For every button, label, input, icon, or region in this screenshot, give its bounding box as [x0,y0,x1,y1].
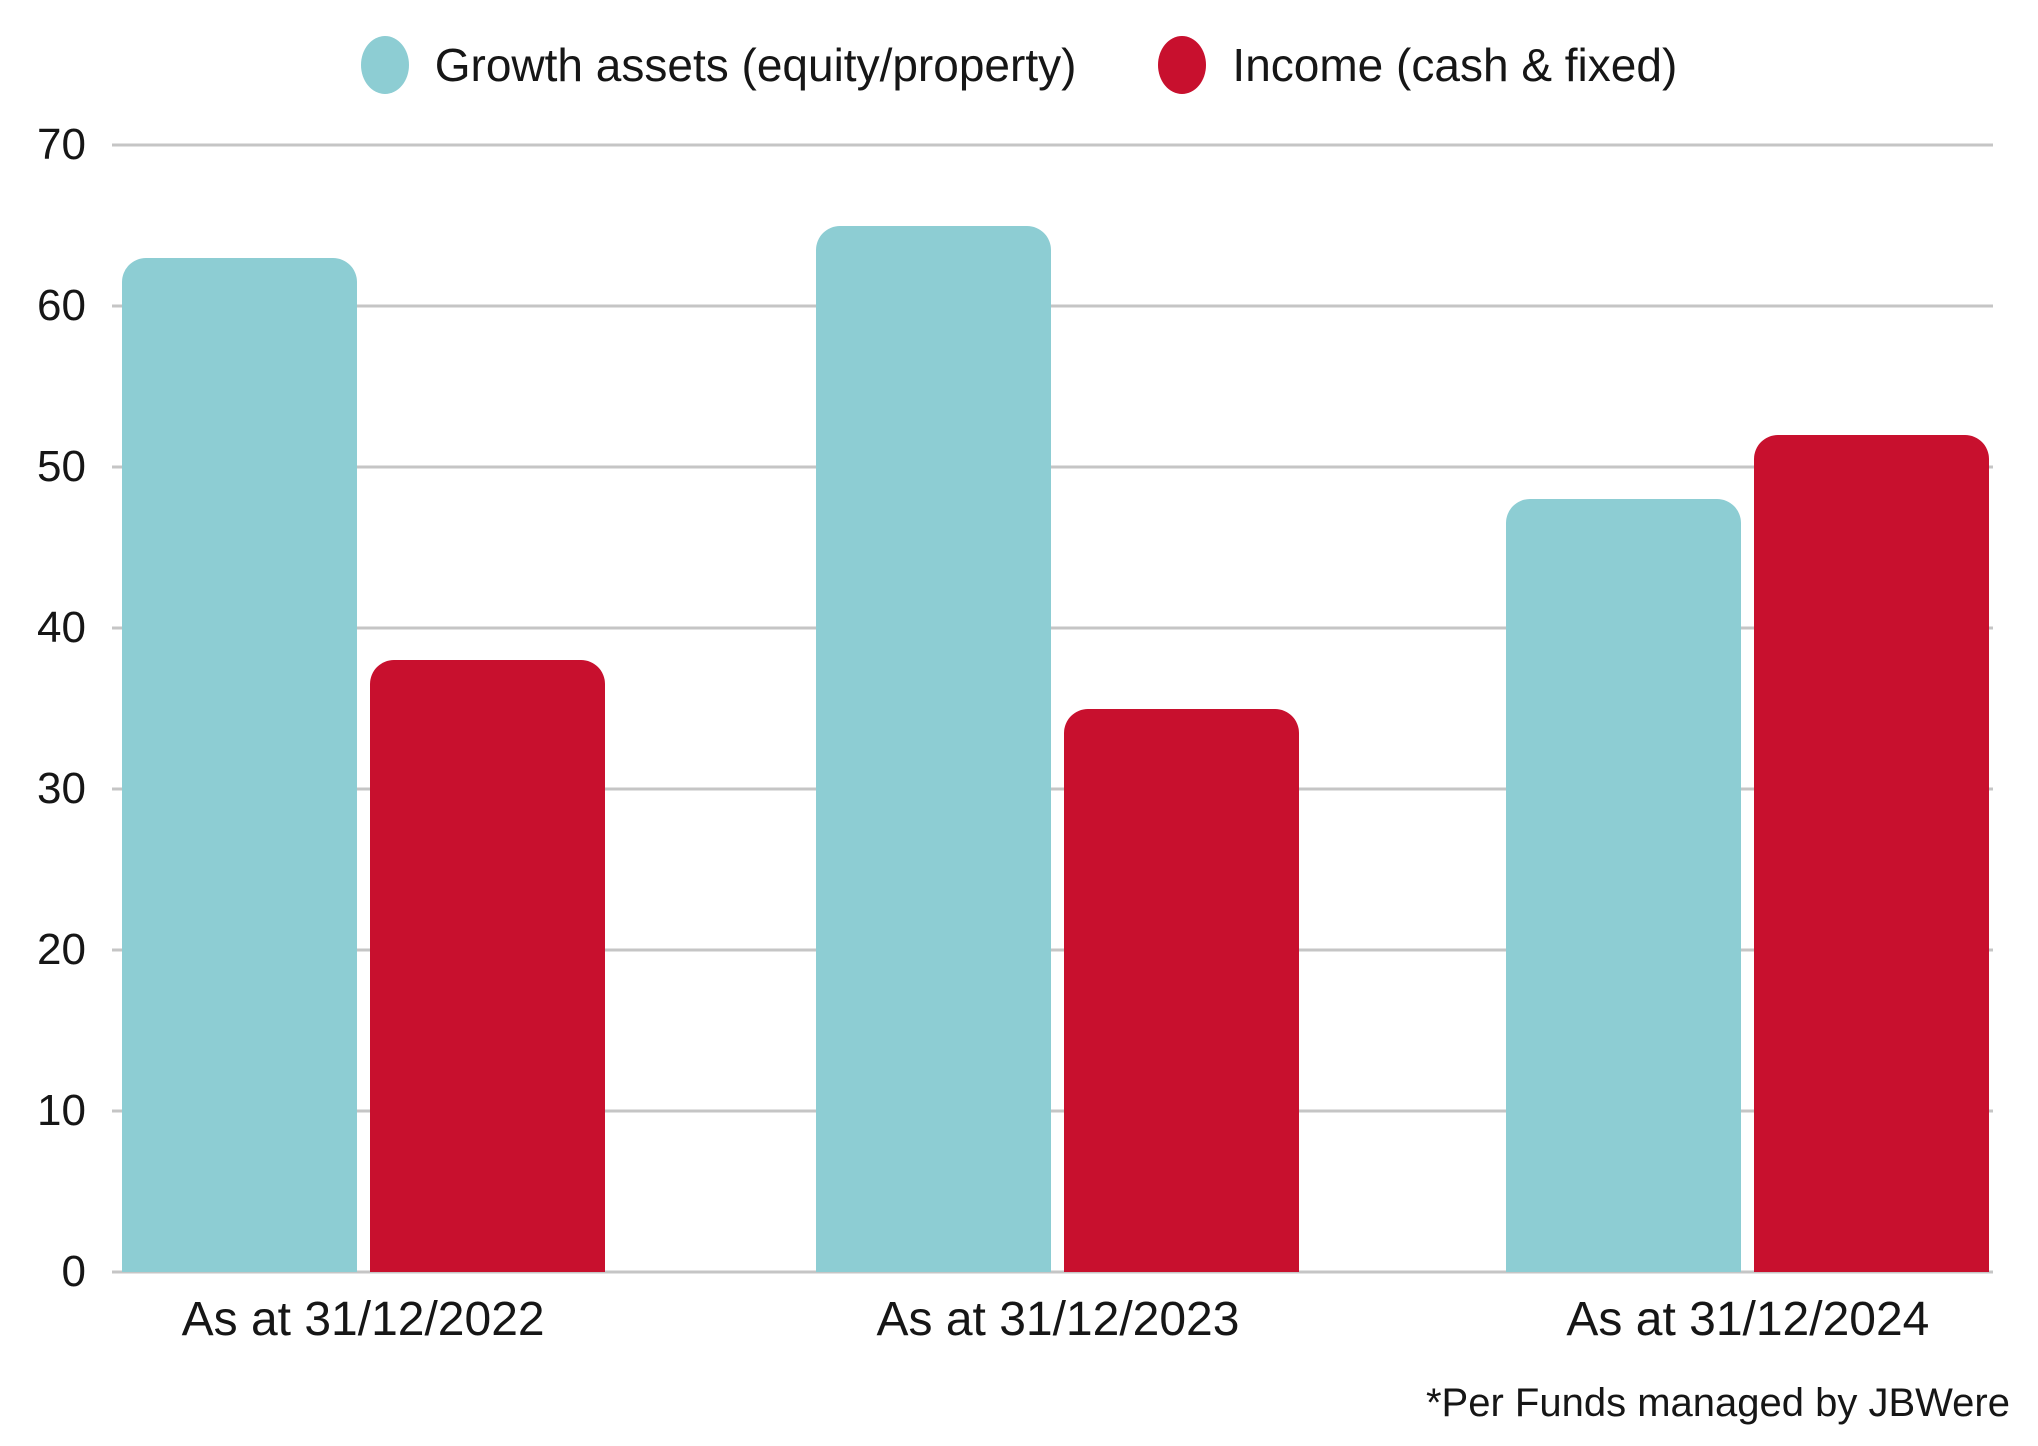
gridline [112,465,1993,469]
gridline [112,143,1993,147]
bar-income-2 [1064,708,1300,1272]
gridline [112,1270,1993,1274]
y-tick-label: 0 [61,1247,86,1296]
y-tick-label: 40 [37,603,86,652]
income-legend-dot-icon [1158,36,1207,94]
gridline [112,787,1993,791]
y-tick-label: 60 [37,281,86,330]
y-tick-label: 10 [37,1086,86,1135]
growth-assets-legend-dot-icon [360,36,409,94]
legend-label: Growth assets (equity/property) [434,38,1077,91]
bar-income-1 [369,660,605,1272]
gridline [112,304,1993,308]
gridline [112,626,1993,630]
y-tick-label: 50 [37,442,86,491]
bar-growth-3 [1506,499,1742,1272]
legend-item-growth-assets: Growth assets (equity/property) [360,36,1077,94]
bar-growth-2 [816,225,1052,1272]
gridline [112,948,1993,952]
plot-area [112,143,1993,1274]
y-axis: 0 10 20 30 40 50 60 70 [0,120,86,1296]
footnote: *Per Funds managed by JBWere [1425,1381,2010,1425]
x-category-label: As at 31/12/2023 [876,1293,1240,1346]
legend: Growth assets (equity/property) Income (… [0,36,2038,94]
legend-label: Income (cash & fixed) [1232,38,1678,91]
legend-item-income: Income (cash & fixed) [1158,36,1677,94]
y-tick-label: 20 [37,925,86,974]
y-tick-label: 30 [37,764,86,813]
gridline [112,1109,1993,1113]
bar-growth-1 [121,257,357,1272]
x-category-label: As at 31/12/2022 [181,1293,545,1346]
y-tick-label: 70 [37,120,86,169]
bar-income-3 [1754,434,1990,1272]
x-category-label: As at 31/12/2024 [1566,1293,1930,1346]
